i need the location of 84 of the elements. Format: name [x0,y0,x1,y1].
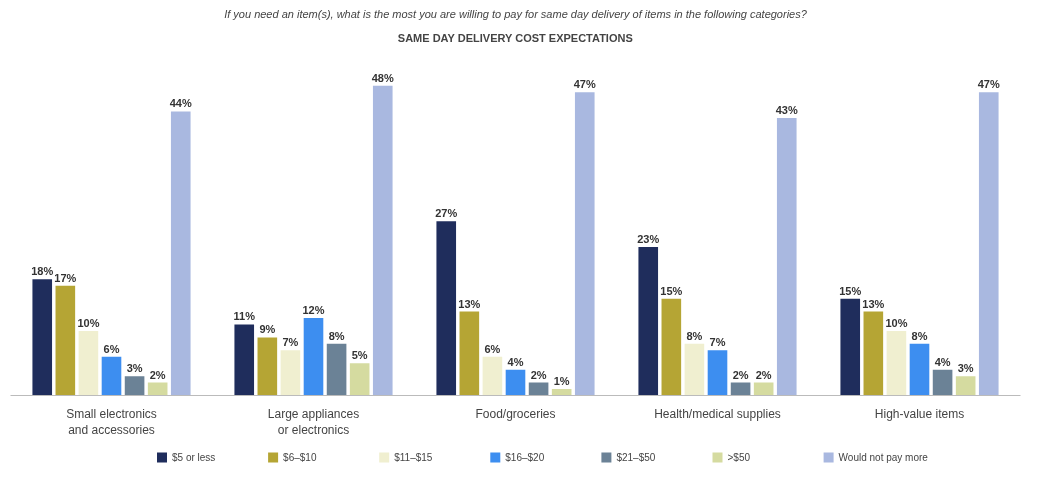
data-label: 2% [732,368,749,381]
bar [55,285,76,396]
data-label: 10% [77,316,100,329]
data-label: 10% [885,316,908,329]
data-label: 2% [755,368,772,381]
bar [234,324,255,396]
data-label: 8% [686,329,703,342]
legend-label: $11–$15 [394,452,433,463]
bar [638,247,659,396]
data-label: 13% [862,297,885,310]
legend-label: Would not pay more [838,452,929,463]
bar [707,350,728,396]
bar [257,337,278,396]
bar [303,318,324,396]
bar [955,376,976,396]
data-label: 18% [31,265,54,278]
bar [349,363,370,396]
data-label: 23% [637,233,660,246]
data-label: 1% [553,375,570,388]
legend-label: $21–$50 [616,452,656,463]
data-label: 43% [775,103,798,116]
data-label: 7% [709,336,726,349]
bar [776,117,797,396]
legend-label: $6–$10 [283,452,317,463]
data-label: 2% [149,368,166,381]
bar [170,111,191,396]
data-label: 27% [435,207,458,220]
bar [459,311,480,396]
x-tick-label: Food/groceries [475,406,556,421]
bar [78,330,99,396]
chart-subtitle: If you need an item(s), what is the most you are willing to pay for same day delivery of items in the following categories? [224,7,808,20]
data-label: 4% [507,355,524,368]
data-label: 7% [282,336,299,349]
data-label: 15% [839,284,862,297]
data-label: 6% [103,342,120,355]
data-label: 48% [371,71,394,84]
bar [840,298,861,396]
bar [978,92,999,396]
bar [528,382,549,396]
data-label: 8% [911,329,928,342]
bar [101,356,122,396]
data-label: 11% [233,310,256,323]
x-tick-label: Large appliances or electronics [267,406,360,438]
bar [684,343,705,396]
data-label: 44% [169,97,192,110]
data-label: 12% [302,304,325,317]
bar [932,369,953,396]
bar [909,343,930,396]
data-label: 47% [977,78,1000,91]
bar [551,389,572,396]
legend-label: $5 or less [172,452,216,463]
legend-label: >$50 [727,452,751,463]
bar [886,330,907,396]
data-label: 2% [530,368,547,381]
data-label: 4% [934,355,951,368]
bar [863,311,884,396]
data-label: 9% [259,323,276,336]
data-label: 3% [126,362,143,375]
data-label: 15% [660,284,683,297]
data-label: 8% [328,329,345,342]
data-label: 6% [484,342,501,355]
bar [482,356,503,396]
bar [753,382,774,396]
bar [505,369,526,396]
bar [574,92,595,396]
bar [326,343,347,396]
data-label: 17% [54,271,77,284]
bar [661,298,682,396]
x-tick-label: Small electronics and accessories [66,406,157,438]
data-label: 13% [458,297,481,310]
data-label: 3% [957,362,974,375]
x-tick-label: High-value items [874,406,965,421]
bar [147,382,168,396]
chart-title: SAME DAY DELIVERY COST EXPECTATIONS [397,31,633,44]
bar [124,376,145,396]
bar [372,85,393,396]
data-label: 5% [351,349,368,362]
bar [436,221,457,396]
x-tick-label: Health/medical supplies [654,406,781,421]
data-label: 47% [573,78,596,91]
legend-label: $16–$20 [505,452,545,463]
bar [32,279,53,396]
bar [730,382,751,396]
bar [280,350,301,396]
